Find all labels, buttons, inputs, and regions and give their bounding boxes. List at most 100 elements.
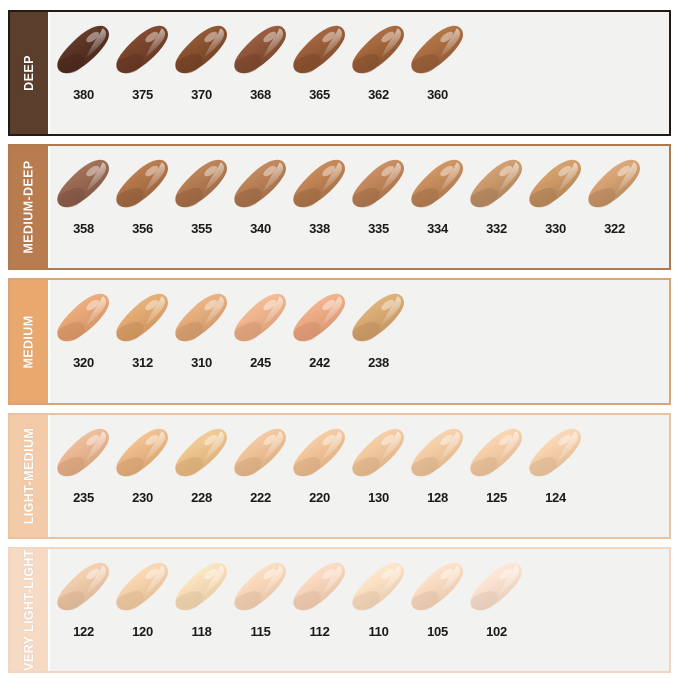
foundation-smear-icon — [526, 421, 585, 489]
shade-code-label: 375 — [132, 87, 153, 102]
shade-swatch-125[interactable]: 125 — [467, 421, 526, 535]
shade-code-label: 356 — [132, 221, 153, 237]
shade-code-label: 130 — [368, 489, 389, 505]
shade-swatch-365[interactable]: 365 — [290, 18, 349, 132]
shade-swatch-118[interactable]: 118 — [172, 555, 231, 669]
shade-swatch-334[interactable]: 334 — [408, 152, 467, 266]
foundation-smear-icon — [349, 18, 408, 86]
shade-code-label: 105 — [427, 623, 448, 639]
shade-swatch-355[interactable]: 355 — [172, 152, 231, 266]
shade-swatch-242[interactable]: 242 — [290, 286, 349, 400]
shade-swatch-112[interactable]: 112 — [290, 555, 349, 669]
shade-swatch-120[interactable]: 120 — [113, 555, 172, 669]
shade-code-label: 110 — [368, 623, 389, 639]
shade-swatch-338[interactable]: 338 — [290, 152, 349, 266]
shade-section-deep: DEEP 380 375 370 368 365 362 360 — [8, 10, 671, 137]
shade-swatch-358[interactable]: 358 — [54, 152, 113, 266]
shade-swatch-245[interactable]: 245 — [231, 286, 290, 400]
shade-swatch-105[interactable]: 105 — [408, 555, 467, 669]
shade-swatch-322[interactable]: 322 — [585, 152, 644, 266]
swatch-panel-verylight: 122 120 118 115 112 110 105 102 — [48, 548, 669, 672]
section-tab-deep[interactable]: DEEP — [10, 12, 48, 135]
shade-swatch-370[interactable]: 370 — [172, 18, 231, 132]
shade-swatch-128[interactable]: 128 — [408, 421, 467, 535]
foundation-smear-icon — [231, 152, 290, 220]
swatch-row: 235 230 228 222 220 130 128 125 124 — [54, 421, 665, 535]
swatch-panel-mediumdeep: 358 356 355 340 338 335 334 332 330 322 — [48, 146, 669, 269]
foundation-smear-icon — [467, 421, 526, 489]
shade-code-label: 245 — [250, 355, 271, 371]
shade-code-label: 238 — [368, 355, 389, 371]
shade-swatch-380[interactable]: 380 — [54, 18, 113, 132]
swatch-panel-lightmedium: 235 230 228 222 220 130 128 125 124 — [48, 414, 669, 537]
foundation-smear-icon — [290, 18, 349, 86]
shade-code-label: 332 — [486, 221, 507, 237]
shade-swatch-368[interactable]: 368 — [231, 18, 290, 132]
swatch-row: 380 375 370 368 365 362 360 — [54, 18, 665, 132]
foundation-smear-icon — [172, 152, 231, 220]
shade-code-label: 355 — [191, 221, 212, 237]
shade-swatch-340[interactable]: 340 — [231, 152, 290, 266]
foundation-smear-icon — [408, 18, 467, 86]
shade-code-label: 230 — [132, 489, 153, 505]
shade-swatch-110[interactable]: 110 — [349, 555, 408, 669]
swatch-panel-medium: 320 312 310 245 242 238 — [48, 280, 669, 403]
shade-swatch-335[interactable]: 335 — [349, 152, 408, 266]
section-tab-label: VERY LIGHT-LIGHT — [22, 549, 36, 671]
shade-code-label: 338 — [309, 221, 330, 237]
shade-code-label: 115 — [250, 623, 271, 639]
shade-code-label: 335 — [368, 221, 389, 237]
shade-section-verylight: VERY LIGHT-LIGHT 122 120 118 115 112 110 105 102 — [8, 546, 671, 674]
shade-code-label: 370 — [191, 87, 212, 102]
section-tab-label: MEDIUM-DEEP — [22, 160, 37, 254]
shade-code-label: 128 — [427, 489, 448, 505]
shade-code-label: 228 — [191, 489, 212, 505]
shade-code-label: 368 — [250, 87, 271, 102]
foundation-smear-icon — [231, 555, 290, 623]
section-tab-mediumdeep[interactable]: MEDIUM-DEEP — [10, 146, 48, 269]
shade-code-label: 120 — [132, 623, 153, 639]
shade-swatch-122[interactable]: 122 — [54, 555, 113, 669]
section-tab-verylight[interactable]: VERY LIGHT-LIGHT — [10, 548, 48, 672]
shade-swatch-222[interactable]: 222 — [231, 421, 290, 535]
foundation-smear-icon — [231, 18, 290, 86]
section-tab-lightmedium[interactable]: LIGHT-MEDIUM — [10, 414, 48, 537]
foundation-smear-icon — [290, 421, 349, 489]
shade-swatch-115[interactable]: 115 — [231, 555, 290, 669]
foundation-smear-icon — [54, 152, 113, 220]
shade-code-label: 242 — [309, 355, 330, 371]
shade-swatch-360[interactable]: 360 — [408, 18, 467, 132]
foundation-smear-icon — [349, 555, 408, 623]
shade-swatch-310[interactable]: 310 — [172, 286, 231, 400]
foundation-smear-icon — [172, 286, 231, 354]
shade-code-label: 365 — [309, 87, 330, 102]
shade-swatch-220[interactable]: 220 — [290, 421, 349, 535]
shade-swatch-130[interactable]: 130 — [349, 421, 408, 535]
shade-swatch-102[interactable]: 102 — [467, 555, 526, 669]
shade-swatch-332[interactable]: 332 — [467, 152, 526, 266]
shade-swatch-312[interactable]: 312 — [113, 286, 172, 400]
shade-swatch-320[interactable]: 320 — [54, 286, 113, 400]
foundation-smear-icon — [113, 18, 172, 86]
shade-swatch-362[interactable]: 362 — [349, 18, 408, 132]
shade-section-lightmedium: LIGHT-MEDIUM 235 230 228 222 220 130 128 125 124 — [8, 412, 671, 539]
section-tab-medium[interactable]: MEDIUM — [10, 280, 48, 403]
shade-swatch-375[interactable]: 375 — [113, 18, 172, 132]
shade-swatch-228[interactable]: 228 — [172, 421, 231, 535]
foundation-smear-icon — [349, 421, 408, 489]
section-tab-label: LIGHT-MEDIUM — [22, 427, 36, 524]
foundation-smear-icon — [526, 152, 585, 220]
shade-swatch-124[interactable]: 124 — [526, 421, 585, 535]
shade-swatch-356[interactable]: 356 — [113, 152, 172, 266]
shade-swatch-238[interactable]: 238 — [349, 286, 408, 400]
foundation-smear-icon — [172, 421, 231, 489]
foundation-smear-icon — [172, 555, 231, 623]
section-tab-label: DEEP — [21, 55, 36, 91]
shade-section-mediumdeep: MEDIUM-DEEP 358 356 355 340 338 335 334 332 330 32… — [8, 144, 671, 271]
shade-code-label: 222 — [250, 489, 271, 505]
shade-code-label: 358 — [73, 221, 94, 237]
foundation-smear-icon — [408, 421, 467, 489]
shade-swatch-235[interactable]: 235 — [54, 421, 113, 535]
shade-swatch-230[interactable]: 230 — [113, 421, 172, 535]
shade-swatch-330[interactable]: 330 — [526, 152, 585, 266]
